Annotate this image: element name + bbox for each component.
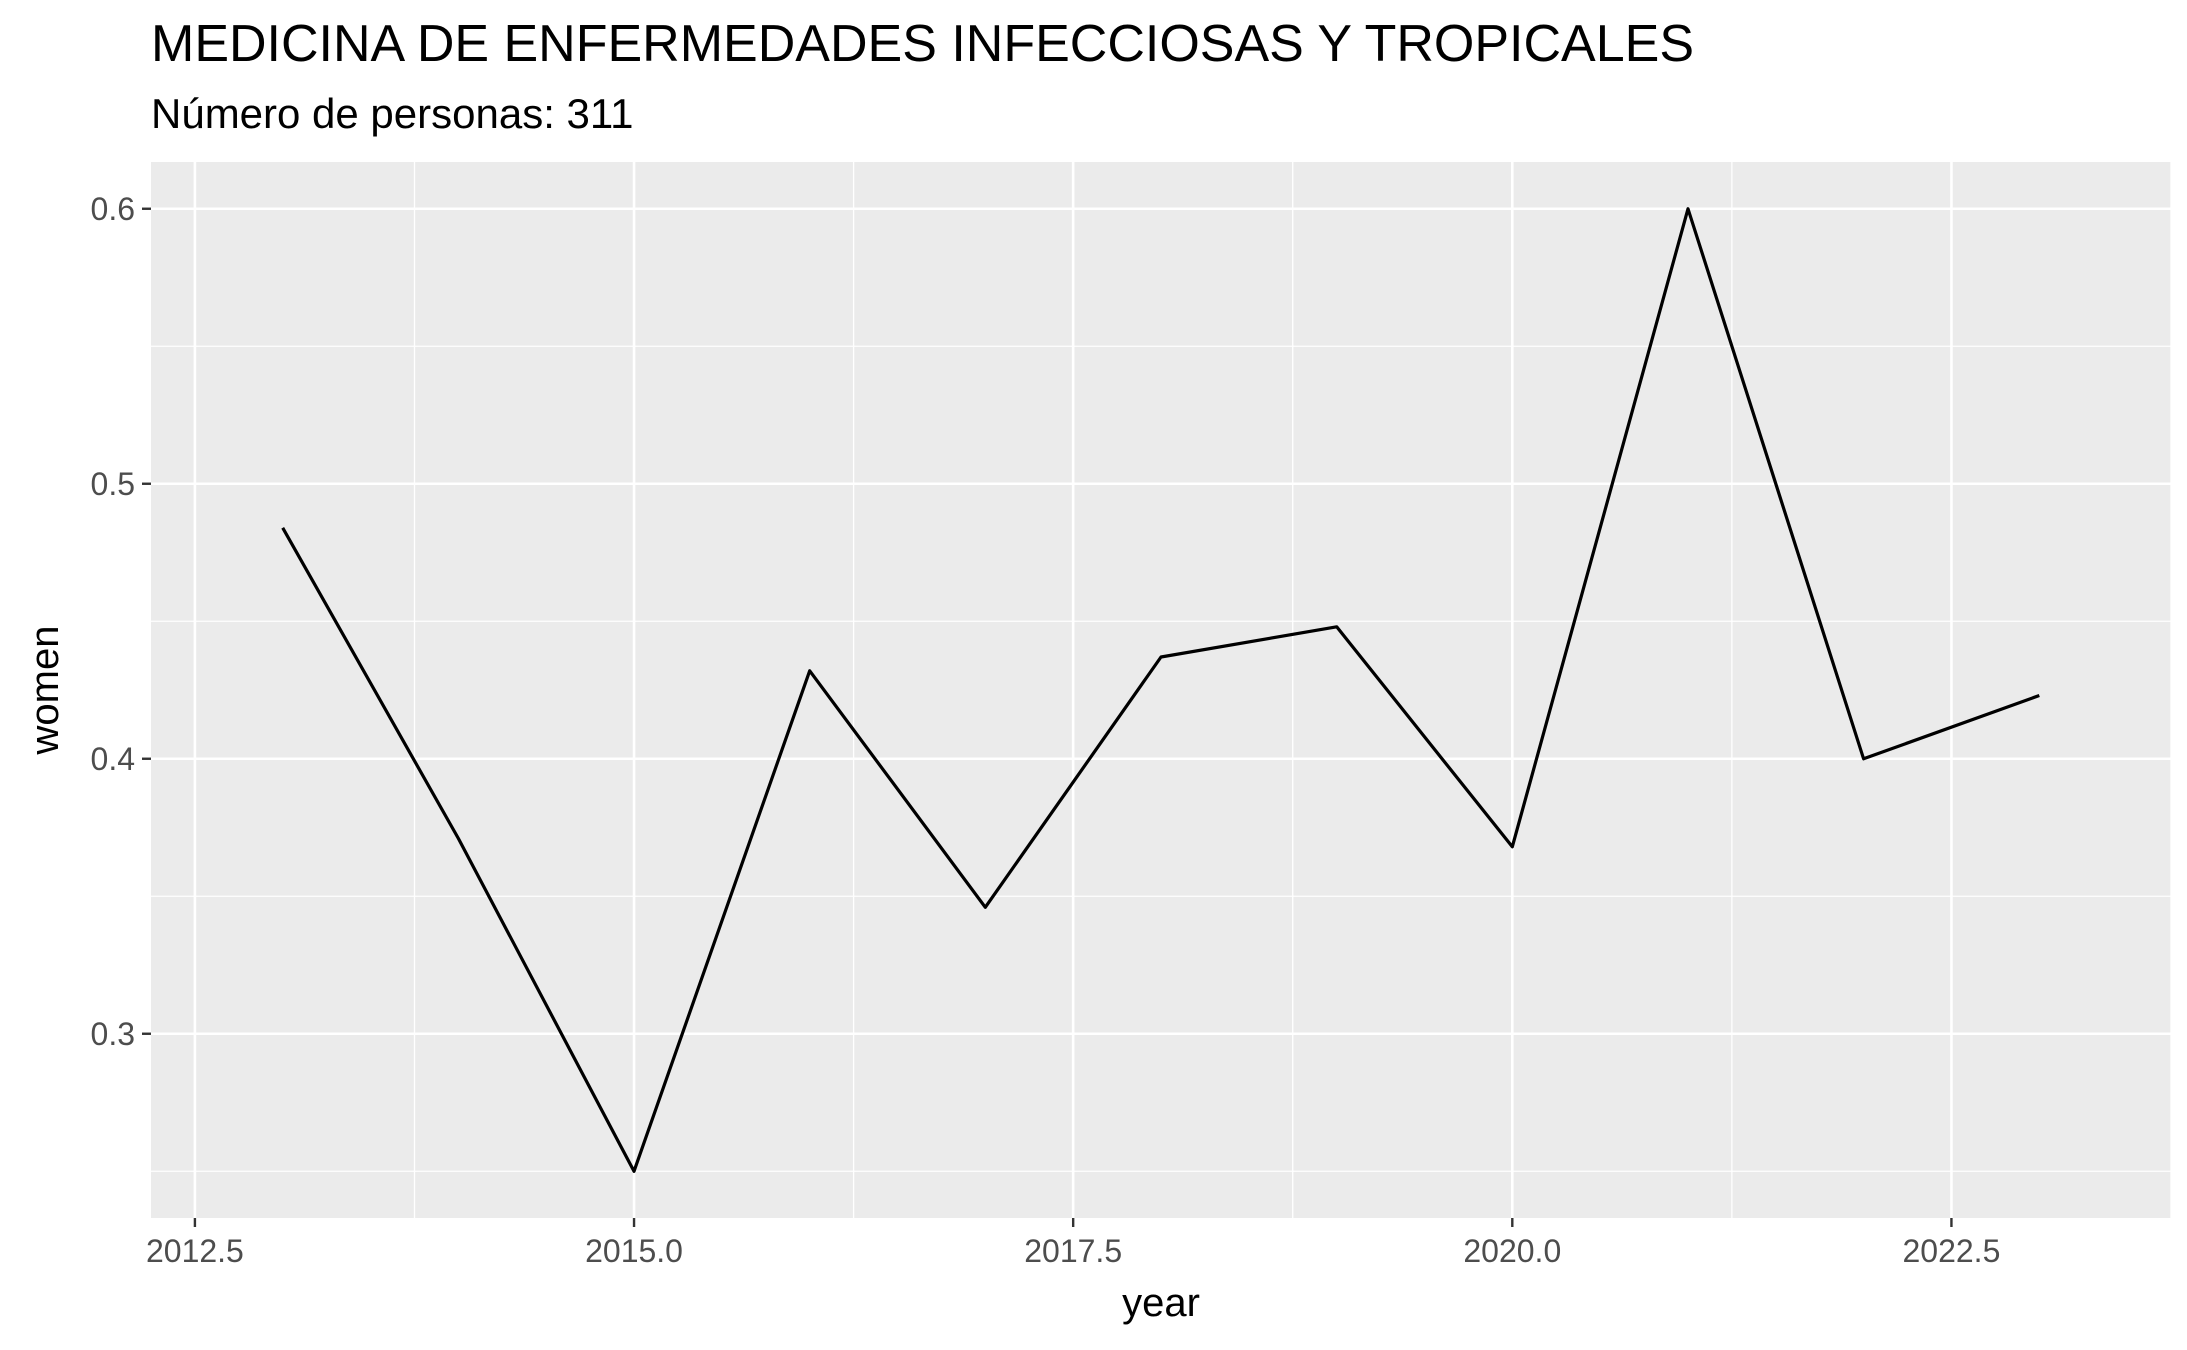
axis-ticks xyxy=(142,207,1953,1227)
x-tick-label: 2020.0 xyxy=(1463,1233,1561,1269)
x-tick-label: 2015.0 xyxy=(585,1233,683,1269)
major-gridlines xyxy=(151,162,2171,1218)
y-tick-labels: 0.3 0.4 0.5 0.6 xyxy=(91,191,135,1052)
plot-panel xyxy=(151,162,2171,1218)
chart-title: MEDICINA DE ENFERMEDADES INFECCIOSAS Y T… xyxy=(151,15,1695,73)
x-axis-title: year xyxy=(1122,1281,1200,1325)
y-tick-label: 0.5 xyxy=(91,466,135,502)
y-axis-title: women xyxy=(23,626,67,756)
y-tick-label: 0.6 xyxy=(91,191,135,227)
chart-subtitle: Número de personas: 311 xyxy=(151,90,634,137)
x-tick-label: 2017.5 xyxy=(1024,1233,1122,1269)
x-tick-labels: 2012.5 2015.0 2017.5 2020.0 2022.5 xyxy=(146,1233,2000,1269)
y-tick-label: 0.3 xyxy=(91,1016,135,1052)
series-line xyxy=(281,207,2040,1173)
series-layer xyxy=(281,207,2040,1173)
x-tick-label: 2022.5 xyxy=(1902,1233,2000,1269)
y-tick-label: 0.4 xyxy=(91,741,135,777)
minor-gridlines xyxy=(151,162,2172,1218)
x-tick-label: 2012.5 xyxy=(146,1233,244,1269)
